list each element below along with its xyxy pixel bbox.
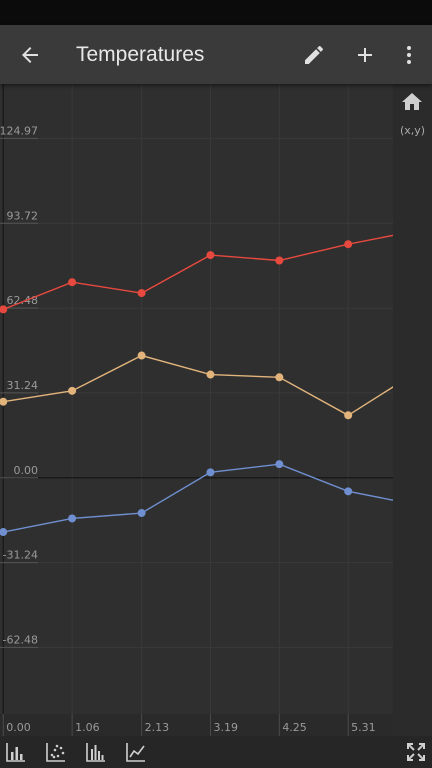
- x-tick-label: 2.13: [145, 721, 170, 734]
- edit-button[interactable]: [292, 25, 336, 84]
- y-tick-label: -31.24: [3, 549, 38, 562]
- data-point: [344, 411, 353, 420]
- series-line: [3, 354, 393, 417]
- bottom-toolbar: [0, 736, 432, 768]
- y-tick-label: 62.48: [7, 294, 39, 307]
- data-point: [0, 305, 8, 314]
- data-point: [68, 514, 77, 523]
- line-chart-icon[interactable]: [124, 740, 148, 764]
- more-options-button[interactable]: [387, 25, 431, 84]
- chart-side-panel: (x,y): [393, 84, 432, 736]
- data-point: [275, 460, 284, 469]
- x-tick-label: 5.31: [351, 721, 376, 734]
- x-tick-label: 0.00: [6, 721, 31, 734]
- data-point: [344, 487, 353, 496]
- y-tick-label: 93.72: [7, 209, 39, 222]
- back-button[interactable]: [8, 25, 52, 84]
- app-bar: Temperatures: [0, 25, 432, 84]
- data-point: [0, 528, 8, 537]
- bar-chart-icon[interactable]: [4, 740, 28, 764]
- fullscreen-icon[interactable]: [404, 740, 428, 764]
- data-point: [137, 289, 146, 298]
- data-point: [206, 370, 215, 379]
- x-tick-label: 1.06: [75, 721, 100, 734]
- data-point: [137, 351, 146, 360]
- x-axis-band: [0, 714, 393, 736]
- data-point: [0, 397, 8, 406]
- y-tick-label: -62.48: [3, 633, 38, 646]
- coordinate-toggle[interactable]: (x,y): [399, 124, 426, 137]
- data-point: [275, 256, 284, 265]
- data-point: [206, 468, 215, 477]
- pencil-icon: [305, 45, 323, 64]
- y-tick-label: 0.00: [14, 464, 39, 477]
- series-line: [3, 463, 393, 533]
- x-tick-label: 4.25: [282, 721, 307, 734]
- line-chart[interactable]: 124.97 93.72 62.48 31.24 0.00 -31.24 -62.48 0.0…: [0, 84, 393, 736]
- chart-area[interactable]: 124.97 93.72 62.48 31.24 0.00 -31.24 -62.48 0.0…: [0, 84, 393, 736]
- page-title: Temperatures: [76, 43, 205, 66]
- series-line: [2, 234, 393, 311]
- x-tick-label: 3.19: [213, 721, 238, 734]
- y-tick-label: 31.24: [7, 379, 39, 392]
- data-point: [137, 509, 146, 518]
- more-vert-icon: [407, 45, 411, 64]
- data-point: [206, 251, 215, 260]
- home-icon[interactable]: [400, 90, 424, 114]
- add-button[interactable]: [343, 25, 387, 84]
- data-point: [68, 386, 77, 395]
- scatter-chart-icon[interactable]: [44, 740, 68, 764]
- arrow-left-icon: [22, 46, 38, 63]
- histogram-icon[interactable]: [84, 740, 108, 764]
- data-point: [344, 240, 353, 249]
- data-point: [275, 373, 284, 382]
- data-point: [68, 278, 77, 287]
- status-bar: [0, 0, 432, 25]
- plus-icon: [358, 47, 372, 62]
- y-tick-label: 124.97: [0, 124, 38, 137]
